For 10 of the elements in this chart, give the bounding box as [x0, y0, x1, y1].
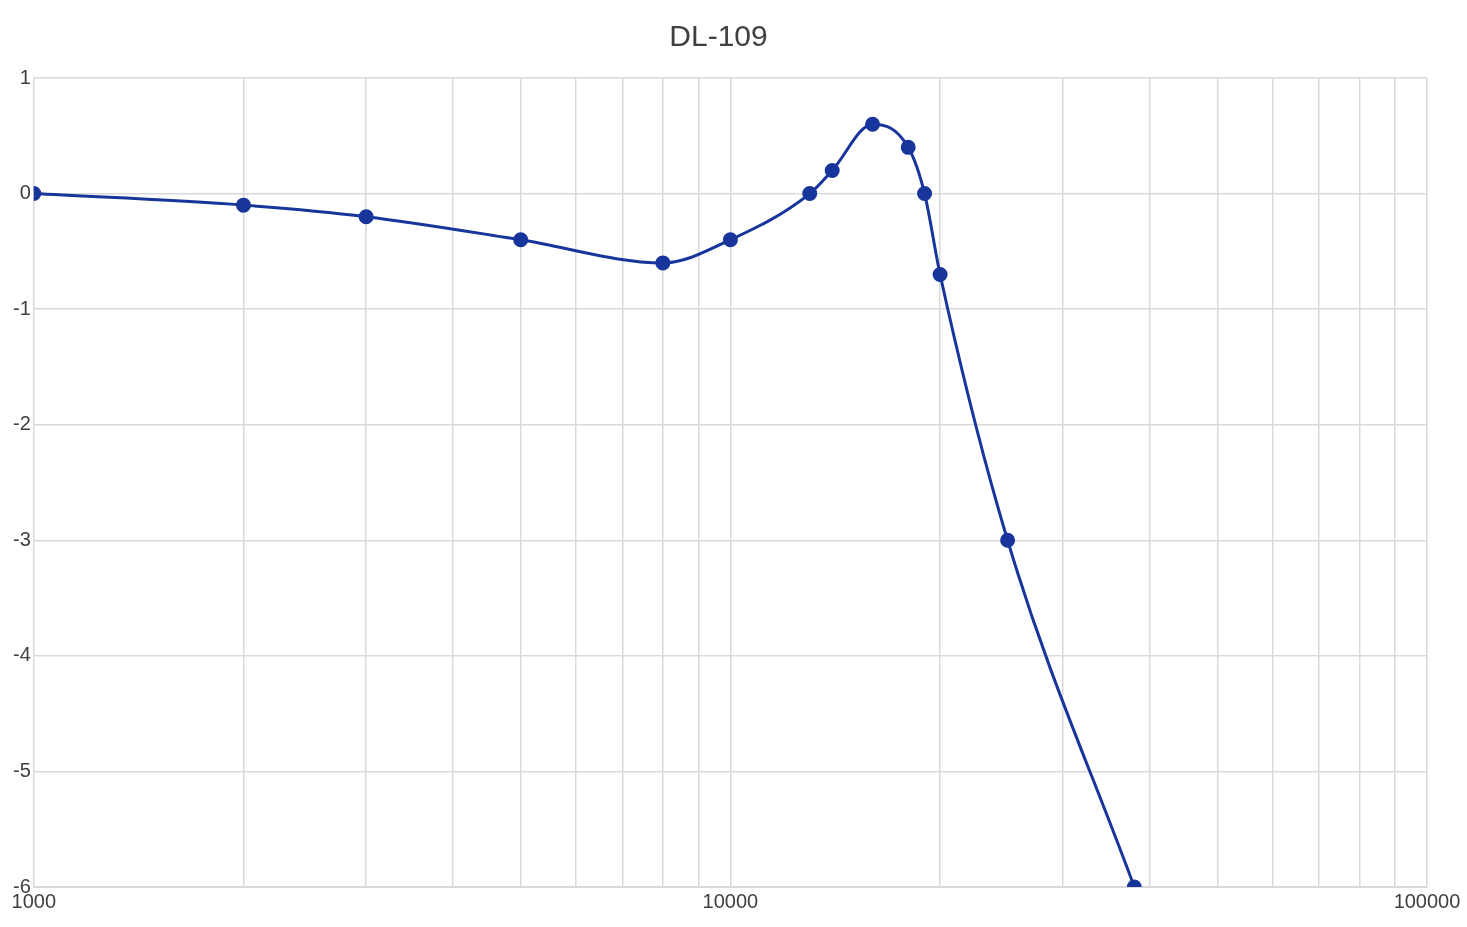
chart-title: DL-109 [669, 19, 768, 53]
y-tick-label: -2 [12, 412, 31, 435]
y-tick-label: -4 [12, 643, 31, 666]
y-tick-label: -5 [12, 758, 31, 781]
y-tick-label: 0 [19, 181, 31, 204]
x-tick-label: 10000 [702, 889, 759, 912]
x-tick-label: 100000 [1393, 889, 1461, 912]
y-tick-label: -3 [12, 527, 31, 550]
y-tick-label: 1 [19, 65, 31, 88]
y-tick-label: -1 [12, 296, 31, 319]
